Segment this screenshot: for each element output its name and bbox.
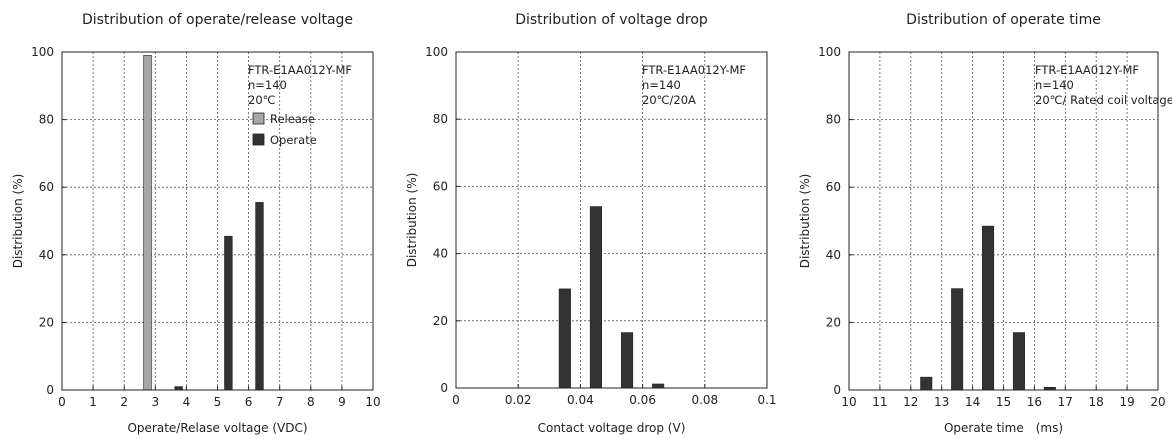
x-tick-label: 7 — [276, 395, 284, 409]
y-tick-label: 20 — [826, 315, 841, 329]
annotation-line: n=140 — [248, 78, 287, 92]
bar — [255, 202, 264, 391]
x-tick-label: 14 — [965, 395, 980, 409]
bar — [224, 235, 233, 391]
y-tick-label: 100 — [818, 45, 841, 59]
annotation-line: FTR-E1AA012Y-MF — [248, 63, 352, 77]
x-tick-label: 0.06 — [629, 393, 656, 407]
bar — [982, 225, 995, 391]
legend-swatch — [252, 133, 265, 146]
legend-label: Release — [270, 112, 315, 126]
y-tick-label: 40 — [39, 248, 54, 262]
bar — [951, 288, 964, 391]
y-tick-label: 60 — [826, 180, 841, 194]
bar — [589, 206, 603, 389]
bar — [652, 383, 665, 389]
y-axis-label: Distribution (%) — [798, 174, 812, 269]
chart-voltage-drop: Distribution of voltage drop 0 0.02 0.04 0.0… — [405, 12, 777, 435]
y-tick-label: 0 — [833, 383, 841, 397]
x-tick-label: 17 — [1058, 395, 1073, 409]
y-tick-label: 100 — [31, 45, 54, 59]
legend-label: Operate — [270, 133, 317, 147]
y-tick-label: 0 — [440, 381, 448, 395]
plot-frame — [455, 51, 768, 389]
annotation-line: 20℃/20A — [642, 93, 696, 107]
x-tick-label: 0.02 — [505, 393, 532, 407]
y-tick-label: 100 — [425, 45, 448, 59]
y-tick-label: 60 — [39, 180, 54, 194]
bar — [1012, 332, 1025, 391]
bar — [620, 332, 634, 389]
y-tick-label: 80 — [433, 112, 448, 126]
x-tick-label: 4 — [183, 395, 191, 409]
x-tick-label: 0 — [452, 393, 460, 407]
y-tick-label: 40 — [826, 248, 841, 262]
annotation-line: n=140 — [1035, 78, 1074, 92]
chart-operate-time: Distribution of operate time 10 11 12 13 14 15… — [798, 12, 1172, 435]
bar — [143, 55, 152, 391]
y-axis-label: Distribution (%) — [11, 174, 25, 269]
x-tick-label: 10 — [365, 395, 380, 409]
x-axis-label: Operate/Relase voltage (VDC) — [127, 421, 307, 435]
x-tick-label: 1 — [89, 395, 97, 409]
annotation-line: 20℃/ Rated coil voltage — [1035, 93, 1172, 107]
x-tick-label: 10 — [841, 395, 856, 409]
x-tick-label: 0.1 — [757, 393, 776, 407]
y-tick-label: 60 — [433, 179, 448, 193]
chart-title: Distribution of operate time — [906, 12, 1101, 28]
chart-operate-release-voltage: Distribution of operate/release voltage 0… — [11, 12, 381, 435]
y-tick-label: 80 — [39, 113, 54, 127]
x-tick-label: 11 — [872, 395, 887, 409]
chart-title: Distribution of operate/release voltage — [82, 12, 353, 28]
y-axis-label: Distribution (%) — [405, 173, 419, 268]
annotation-line: FTR-E1AA012Y-MF — [642, 63, 746, 77]
x-tick-label: 9 — [338, 395, 346, 409]
x-tick-label: 20 — [1150, 395, 1165, 409]
x-tick-label: 0.08 — [691, 393, 718, 407]
x-tick-label: 3 — [151, 395, 159, 409]
x-tick-label: 15 — [996, 395, 1011, 409]
legend-swatch — [252, 112, 265, 125]
y-tick-label: 0 — [46, 383, 54, 397]
x-tick-label: 0.04 — [567, 393, 594, 407]
chart-title: Distribution of voltage drop — [515, 12, 708, 28]
x-tick-label: 5 — [214, 395, 222, 409]
x-tick-label: 0 — [58, 395, 66, 409]
x-tick-label: 18 — [1089, 395, 1104, 409]
y-tick-label: 20 — [39, 315, 54, 329]
x-tick-label: 19 — [1119, 395, 1134, 409]
x-axis-label: Operate time (ms) — [944, 421, 1063, 435]
annotation-line: 20℃ — [248, 93, 276, 107]
x-axis-label: Contact voltage drop (V) — [538, 421, 686, 435]
x-tick-label: 13 — [934, 395, 949, 409]
x-tick-label: 16 — [1027, 395, 1042, 409]
x-tick-label: 12 — [903, 395, 918, 409]
y-tick-label: 20 — [433, 314, 448, 328]
annotation-line: n=140 — [642, 78, 681, 92]
bar — [920, 376, 933, 391]
bar — [174, 386, 183, 391]
x-tick-label: 6 — [245, 395, 253, 409]
y-tick-label: 80 — [826, 113, 841, 127]
bar — [558, 288, 571, 389]
y-tick-label: 40 — [433, 247, 448, 261]
annotation-line: FTR-E1AA012Y-MF — [1035, 63, 1139, 77]
x-tick-label: 2 — [120, 395, 128, 409]
x-tick-label: 8 — [307, 395, 315, 409]
